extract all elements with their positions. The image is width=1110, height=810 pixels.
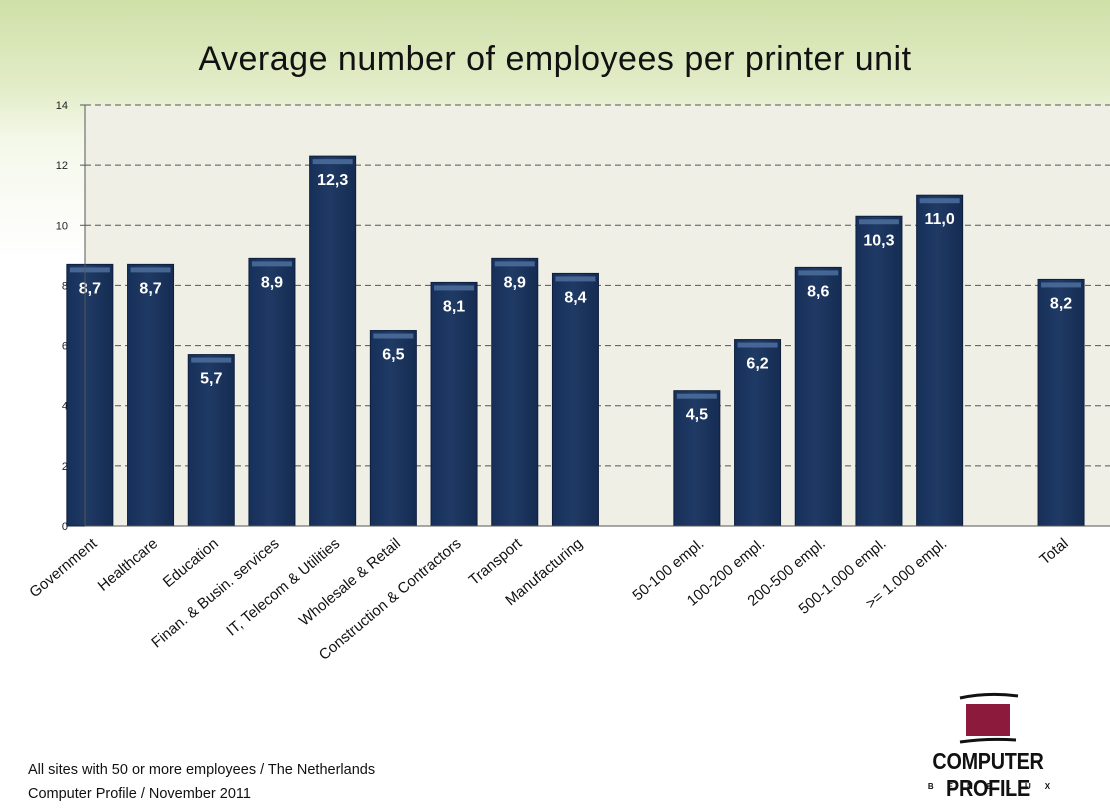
x-tick-label: Wholesale & Retail xyxy=(296,535,404,629)
y-tick-label: 2 xyxy=(62,461,68,473)
bar xyxy=(794,266,842,527)
y-tick-label: 12 xyxy=(56,160,68,172)
bar-highlight xyxy=(919,198,960,204)
data-label: 4,5 xyxy=(686,407,708,424)
bar-highlight xyxy=(494,261,535,267)
bar-highlight xyxy=(798,270,839,276)
bar xyxy=(673,390,721,527)
y-tick-label: 0 xyxy=(62,521,68,533)
data-label: 11,0 xyxy=(925,211,955,228)
bar-highlight xyxy=(373,333,414,339)
company-logo: COMPUTER PROFILE BENELUX xyxy=(878,690,1098,801)
chart-title: Average number of employees per printer … xyxy=(198,40,912,78)
bar-highlight xyxy=(191,357,232,363)
bar xyxy=(248,257,296,527)
logo-mark xyxy=(959,692,1019,744)
bar-highlight xyxy=(312,159,353,165)
data-label: 12,3 xyxy=(317,172,348,189)
bar-highlight xyxy=(434,285,475,291)
footnote-sample: All sites with 50 or more employees / Th… xyxy=(28,762,376,778)
x-tick-label: Total xyxy=(1036,535,1071,568)
y-tick-label: 10 xyxy=(56,220,68,232)
x-tick-label: IT, Telecom & Utilities xyxy=(223,535,343,639)
bar xyxy=(1037,278,1085,527)
bar-highlight xyxy=(69,267,110,273)
y-tick-label: 8 xyxy=(62,280,68,292)
bar xyxy=(491,257,539,527)
x-tick-label: Healthcare xyxy=(95,535,162,595)
bar xyxy=(369,330,417,527)
data-label: 8,6 xyxy=(807,283,829,300)
data-label: 8,1 xyxy=(443,298,465,315)
bar-highlight xyxy=(130,267,171,273)
bar-highlight xyxy=(737,342,778,348)
y-tick-label: 4 xyxy=(62,401,68,413)
data-label: 8,7 xyxy=(139,280,161,297)
bar-highlight xyxy=(1041,282,1082,288)
bar xyxy=(309,155,357,527)
data-label: 8,9 xyxy=(504,274,526,291)
bar xyxy=(127,263,175,527)
bar xyxy=(187,354,235,527)
bar-highlight xyxy=(555,276,596,282)
data-label: 6,5 xyxy=(382,347,404,364)
data-label: 8,9 xyxy=(261,274,283,291)
bar xyxy=(734,339,782,527)
y-tick-label: 6 xyxy=(62,341,68,353)
x-tick-label: Government xyxy=(26,535,101,602)
y-axis-tick-labels: 0 2 4 6 8 10 12 14 xyxy=(56,100,68,533)
bar-chart: 0 2 4 6 8 10 12 14 8,7 8,7 5,7 8,9 12,3 6,5 8,1 8,9 8,4… xyxy=(26,100,1110,664)
y-tick-label: 14 xyxy=(56,100,68,112)
data-label: 5,7 xyxy=(200,371,222,388)
bar xyxy=(430,281,478,527)
bar xyxy=(916,194,964,527)
bar xyxy=(66,263,114,527)
data-label: 8,2 xyxy=(1050,295,1072,312)
data-label: 8,7 xyxy=(79,280,101,297)
bar-highlight xyxy=(676,393,717,399)
x-tick-label: Education xyxy=(160,535,222,591)
bar xyxy=(855,215,903,527)
bar-highlight xyxy=(858,219,899,225)
bar-highlight xyxy=(251,261,292,267)
data-label: 8,4 xyxy=(564,289,586,306)
data-label: 6,2 xyxy=(746,356,768,373)
bars: 8,7 8,7 5,7 8,9 12,3 6,5 8,1 8,9 8,4 4,5 6,2 8,6 10,… xyxy=(66,155,1085,527)
logo-name: COMPUTER PROFILE xyxy=(932,748,1044,801)
footnote-source: Computer Profile / November 2011 xyxy=(28,786,251,802)
bar xyxy=(551,272,599,527)
data-label: 10,3 xyxy=(863,232,894,249)
logo-subtitle: BENELUX xyxy=(927,782,1065,791)
x-tick-label: Transport xyxy=(466,535,526,589)
